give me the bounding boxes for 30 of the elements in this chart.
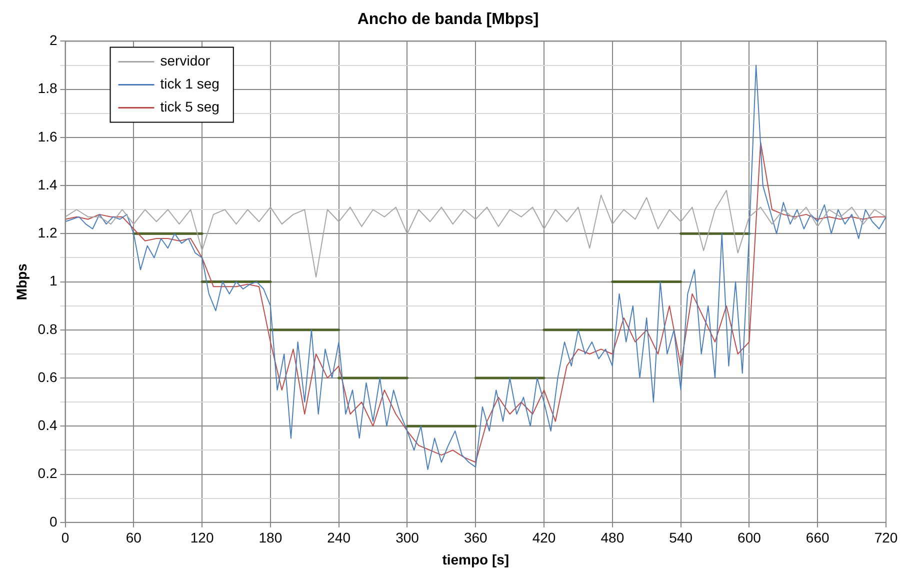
- y-tick-label: 1: [49, 272, 58, 289]
- y-tick-label: 1.8: [38, 80, 58, 96]
- legend-label: servidor: [160, 52, 210, 69]
- x-tick-label: 240: [327, 530, 351, 546]
- legend-label: tick 1 seg: [160, 76, 220, 92]
- y-tick-label: 0.2: [38, 465, 58, 482]
- x-tick-label: 180: [258, 530, 282, 546]
- x-tick-label: 360: [464, 530, 488, 546]
- x-axis-title: tiempo [s]: [442, 551, 510, 568]
- legend-label: tick 5 seg: [160, 98, 220, 115]
- y-tick-label: 0: [49, 513, 58, 530]
- x-tick-label: 480: [600, 530, 624, 546]
- y-axis-title: Mbps: [13, 263, 30, 300]
- y-tick-label: 0.8: [38, 320, 58, 337]
- x-tick-label: 300: [396, 530, 420, 546]
- x-tick-label: 0: [61, 530, 70, 546]
- x-tick-label: 60: [126, 530, 142, 546]
- x-tick-label: 720: [874, 530, 898, 546]
- x-tick-label: 120: [190, 530, 214, 546]
- y-tick-label: 1.4: [38, 176, 58, 192]
- chart-title: Ancho de banda [Mbps]: [357, 11, 539, 28]
- x-tick-label: 420: [532, 530, 556, 546]
- y-tick-label: 0.4: [38, 417, 58, 434]
- y-tick-label: 0.6: [38, 368, 58, 385]
- x-tick-label: 660: [806, 530, 830, 546]
- y-tick-label: 1.2: [38, 224, 58, 241]
- x-tick-label: 540: [669, 530, 693, 546]
- y-tick-label: 1.6: [38, 128, 58, 144]
- x-tick-label: 600: [738, 530, 762, 546]
- y-tick-label: 2: [49, 32, 58, 48]
